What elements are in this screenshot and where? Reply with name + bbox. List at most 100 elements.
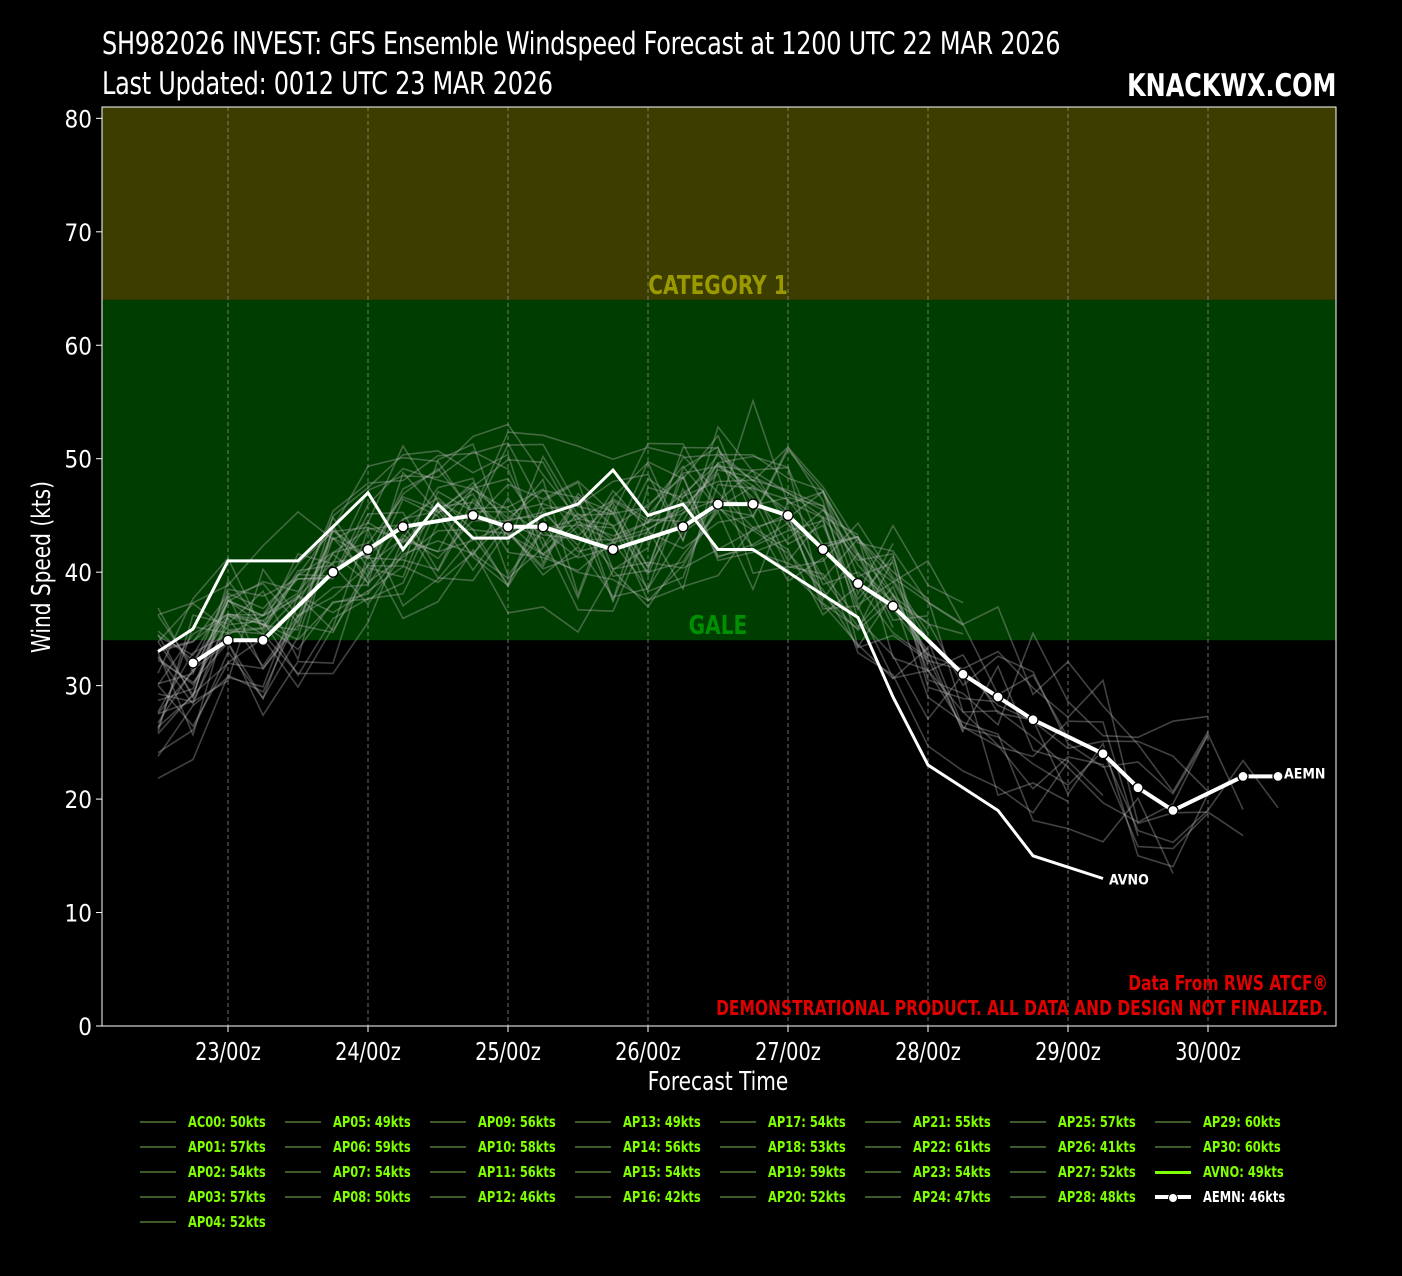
- legend-entry: AP19: 59kts: [720, 1160, 859, 1184]
- legend-swatch: [1010, 1196, 1046, 1198]
- ensemble-member-line: [157, 504, 1069, 814]
- legend-entry: AP09: 56kts: [430, 1110, 569, 1134]
- series-aemn-point: [187, 657, 199, 669]
- legend-entry: AEMN: 46kts: [1155, 1185, 1300, 1209]
- series-avno-label: AVNO: [1109, 873, 1149, 889]
- legend-swatch: [1010, 1171, 1046, 1173]
- legend-entry: AP16: 42kts: [575, 1185, 714, 1209]
- x-tick-label: 23/00z: [195, 1037, 261, 1066]
- series-aemn-point: [397, 521, 409, 533]
- legend-label: AP30: 60kts: [1203, 1138, 1281, 1156]
- legend-entry: AP10: 58kts: [430, 1135, 569, 1159]
- legend-entry: AP20: 52kts: [720, 1185, 859, 1209]
- legend-swatch: [865, 1196, 901, 1198]
- ensemble-member-line: [157, 496, 1139, 837]
- legend-entry: AP15: 54kts: [575, 1160, 714, 1184]
- ensemble-member-line: [157, 477, 894, 735]
- legend-entry: AC00: 50kts: [140, 1110, 279, 1134]
- y-tick-label: 70: [65, 219, 92, 247]
- series-aemn-point: [327, 566, 339, 578]
- legend-swatch: [140, 1196, 176, 1198]
- legend-label: AP28: 48kts: [1058, 1188, 1136, 1206]
- legend-swatch: [865, 1121, 901, 1123]
- legend-swatch: [285, 1171, 321, 1173]
- legend-label: AP04: 52kts: [188, 1213, 266, 1231]
- y-tick-label: 50: [65, 446, 92, 474]
- legend-label: AP07: 54kts: [333, 1163, 411, 1181]
- wind-speed-chart: CATEGORY 1 GALE AVNO AEMN 0 10 20 30 40 50 60 70 80 2…: [25, 105, 1337, 1096]
- y-tick-label: 0: [78, 1013, 92, 1041]
- series-aemn-point: [257, 634, 269, 646]
- legend-entry: AP30: 60kts: [1155, 1135, 1294, 1159]
- legend-label: AVNO: 49kts: [1203, 1163, 1284, 1181]
- ensemble-member-line: [157, 442, 859, 702]
- legend-swatch: [430, 1196, 466, 1198]
- legend-swatch: [1155, 1170, 1191, 1174]
- series-avno-line: [157, 467, 1104, 880]
- legend-entry: AP02: 54kts: [140, 1160, 279, 1184]
- legend-label: AP01: 57kts: [188, 1138, 266, 1156]
- legend-swatch: [140, 1121, 176, 1123]
- y-tick-label: 80: [65, 105, 92, 133]
- ensemble-member-line: [157, 462, 929, 706]
- series-aemn-point: [957, 668, 969, 680]
- legend-label: AP12: 46kts: [478, 1188, 556, 1206]
- legend-label: AP22: 61kts: [913, 1138, 991, 1156]
- legend-label: AP21: 55kts: [913, 1113, 991, 1131]
- series-aemn-point: [782, 509, 794, 522]
- legend-label: AP05: 49kts: [333, 1113, 411, 1131]
- legend-entry: AP11: 56kts: [430, 1160, 569, 1184]
- legend-label: AP14: 56kts: [623, 1138, 701, 1156]
- legend-swatch: [1155, 1121, 1191, 1123]
- chart-title: SH982026 INVEST: GFS Ensemble Windspeed …: [102, 26, 1061, 62]
- legend-swatch: [285, 1146, 321, 1148]
- legend-swatch: [285, 1121, 321, 1123]
- ensemble-member-line: [157, 465, 1209, 794]
- series-aemn-point: [467, 509, 479, 522]
- legend-swatch: [430, 1121, 466, 1123]
- series-aemn-point: [677, 521, 689, 533]
- series-aemn-point: [1027, 714, 1039, 726]
- x-tick-label: 30/00z: [1175, 1037, 1241, 1066]
- legend-swatch: [720, 1196, 756, 1198]
- legend-entry: AP01: 57kts: [140, 1135, 279, 1159]
- x-tick-label: 25/00z: [475, 1037, 541, 1066]
- legend-swatch: [140, 1171, 176, 1173]
- legend-label: AP16: 42kts: [623, 1188, 701, 1206]
- legend-label: AP24: 47kts: [913, 1188, 991, 1206]
- legend-swatch: [865, 1171, 901, 1173]
- y-tick-label: 40: [65, 559, 92, 587]
- x-tick-label: 29/00z: [1035, 1037, 1101, 1066]
- legend-label: AP26: 41kts: [1058, 1138, 1136, 1156]
- ensemble-member-line: [157, 454, 1279, 844]
- legend-entry: AP21: 55kts: [865, 1110, 1004, 1134]
- ensemble-member-line: [157, 434, 964, 671]
- ensemble-member-line: [157, 483, 1244, 824]
- ensemble-member-line: [157, 425, 1244, 837]
- legend-label: AP09: 56kts: [478, 1113, 556, 1131]
- legend-label: AP29: 60kts: [1203, 1113, 1281, 1131]
- series-aemn-point: [1167, 804, 1179, 817]
- y-tick-label: 30: [65, 673, 92, 701]
- legend-label: AP11: 56kts: [478, 1163, 556, 1181]
- ensemble-member-line: [157, 484, 929, 659]
- legend-label: AP15: 54kts: [623, 1163, 701, 1181]
- ensemble-member-line: [157, 467, 859, 728]
- legend-swatch: [720, 1121, 756, 1123]
- series-aemn-point: [712, 498, 724, 510]
- series-aemn-point: [887, 600, 899, 612]
- plot-frame: [101, 106, 1337, 1027]
- legend-entry: AP28: 48kts: [1010, 1185, 1149, 1209]
- legend-label: AP20: 52kts: [768, 1188, 846, 1206]
- series-aemn-point: [222, 634, 234, 646]
- legend-entry: AVNO: 49kts: [1155, 1160, 1298, 1184]
- legend-swatch: [720, 1146, 756, 1148]
- x-axis-label: Forecast Time: [648, 1065, 788, 1096]
- legend-entry: AP12: 46kts: [430, 1185, 569, 1209]
- legend-swatch: [575, 1146, 611, 1148]
- legend-entry: AP17: 54kts: [720, 1110, 859, 1134]
- band-0: [102, 107, 1336, 300]
- y-tick-label: 10: [65, 900, 92, 928]
- legend-entry: AP18: 53kts: [720, 1135, 859, 1159]
- y-tick-label: 20: [65, 786, 92, 814]
